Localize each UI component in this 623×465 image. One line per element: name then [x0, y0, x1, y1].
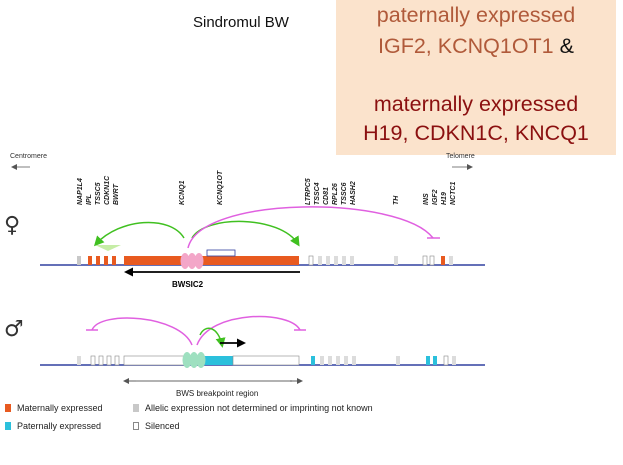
callout-paternal-heading: paternally expressed: [376, 3, 576, 27]
green-marker-icon: [95, 245, 121, 251]
legend-maternal-swatch: [5, 404, 11, 412]
paternal-gene-box: [352, 356, 356, 365]
maternal-gene-box: [449, 256, 453, 265]
paternal-gene-box: [328, 356, 332, 365]
maternal-gene-box: [77, 256, 81, 265]
maternal-gene-box: [318, 256, 322, 265]
callout-maternal-genes: H19, CDKN1C, KNCQ1: [363, 121, 589, 145]
gene-label: TSSC4: [314, 182, 321, 205]
legend-undetermined-swatch: [133, 404, 139, 412]
imprinting-centre-icon: [196, 352, 206, 368]
gene-label: KCNQ1OT: [217, 170, 224, 205]
maternal-gene-box: [422, 255, 428, 266]
gene-label: IPL: [86, 194, 93, 205]
gene-label: TH: [393, 195, 400, 205]
legend-silenced-label: Silenced: [145, 421, 180, 431]
maternal-gene-box: [342, 256, 346, 265]
legend-silenced-swatch: [133, 422, 139, 430]
callout-paternal-genes: IGF2, KCNQ1OT1 &: [336, 34, 616, 59]
maternal-gene-box: [394, 256, 398, 265]
paternal-gene-box: [336, 356, 340, 365]
bwsic2-label: BWSIC2: [172, 280, 204, 289]
gene-labels: NAP1L4 IPL TSSC5 CDKN1C BWRT KCNQ1 KCNQ1…: [77, 170, 457, 205]
callout-paternal-gene-list: IGF2, KCNQ1OT1: [378, 34, 554, 58]
gene-label: NAP1L4: [77, 178, 84, 205]
paternal-gene-box: [452, 356, 456, 365]
breakpoint-region: BWS breakpoint region: [123, 378, 303, 398]
imprinting-centre-icon: [182, 352, 192, 368]
gene-label: H19: [441, 192, 448, 205]
paternal-chromosome: [40, 315, 485, 368]
paternal-gene-box: [344, 356, 348, 365]
paternal-gene-box: [114, 355, 120, 366]
kcnq1-silenced-box: [123, 355, 187, 366]
paternal-gene-box: [426, 356, 430, 365]
imprinting-centre-icon: [194, 253, 204, 269]
slide-title: Sindromul BW: [193, 14, 289, 31]
centromere-label: Centromere: [10, 153, 47, 160]
gene-label: INS: [423, 193, 430, 205]
kcnq1ot1-expressed-box: [203, 356, 233, 365]
paternal-gene-box: [90, 355, 96, 366]
telomere-label: Telomere: [446, 153, 475, 160]
paternal-magenta-arc-right: [196, 315, 301, 346]
maternal-gene-box: [441, 256, 445, 265]
kcnq1ot-silenced-box: [206, 249, 236, 257]
legend-paternal-label: Paternally expressed: [17, 421, 102, 431]
gene-label: NCTC1: [450, 182, 457, 205]
gene-label: TSSC5: [95, 182, 102, 205]
paternal-gene-box: [77, 356, 81, 365]
gene-label: LTRPC5: [305, 178, 312, 205]
paternal-green-arc: [199, 327, 226, 348]
legend-maternal-label: Maternally expressed: [17, 403, 103, 413]
maternal-gene-box: [308, 255, 314, 266]
maternal-gene-box: [88, 256, 92, 265]
gene-label: BWRT: [113, 183, 120, 205]
maternal-gene-box: [104, 256, 108, 265]
gene-label: RPL26: [332, 183, 339, 205]
male-symbol-icon: ♂: [4, 317, 24, 342]
gene-label: CDKN1C: [104, 175, 111, 205]
imprinting-centre-icon: [187, 253, 197, 269]
paternal-magenta-arc-left: [91, 317, 193, 346]
paternal-gene-box: [433, 356, 437, 365]
kcnq1-domain-box: [124, 256, 299, 265]
maternal-gene-box: [334, 256, 338, 265]
gene-label: KCNQ1: [179, 180, 186, 205]
paternal-gene-box: [106, 355, 112, 366]
gene-label: HASH2: [350, 181, 357, 205]
maternal-green-arc-right: [191, 220, 300, 247]
maternal-gene-box: [326, 256, 330, 265]
gene-label: CD81: [323, 187, 330, 205]
callout-ampersand: &: [559, 34, 574, 58]
legend-paternal-swatch: [5, 422, 11, 430]
paternal-gene-box: [320, 356, 324, 365]
paternal-gene-box: [396, 356, 400, 365]
maternal-gene-box: [112, 256, 116, 265]
imprinting-centre-icon: [189, 352, 199, 368]
paternal-gene-box: [443, 355, 449, 366]
gene-label: IGF2: [432, 189, 439, 205]
maternal-gene-box: [350, 256, 354, 265]
maternal-gene-box: [96, 256, 100, 265]
kcnq1-tail-silenced-box: [232, 355, 300, 366]
paternal-gene-box: [98, 355, 104, 366]
gene-label: TSSC6: [341, 182, 348, 205]
callout-maternal-heading: maternally expressed: [373, 92, 579, 116]
paternal-gene-box: [311, 356, 315, 365]
female-symbol-icon: ♀: [4, 213, 20, 238]
maternal-magenta-arc: [187, 206, 434, 249]
imprinting-centre-icon: [180, 253, 190, 269]
maternal-gene-box: [429, 255, 435, 266]
breakpoint-label: BWS breakpoint region: [176, 389, 258, 398]
expression-callout: paternally expressed IGF2, KCNQ1OT1 & ma…: [336, 0, 616, 155]
maternal-green-arc-left: [93, 221, 185, 247]
legend-undetermined-label: Allelic expression not determined or imp…: [145, 403, 373, 413]
maternal-chromosome: BWSIC2: [40, 206, 485, 289]
